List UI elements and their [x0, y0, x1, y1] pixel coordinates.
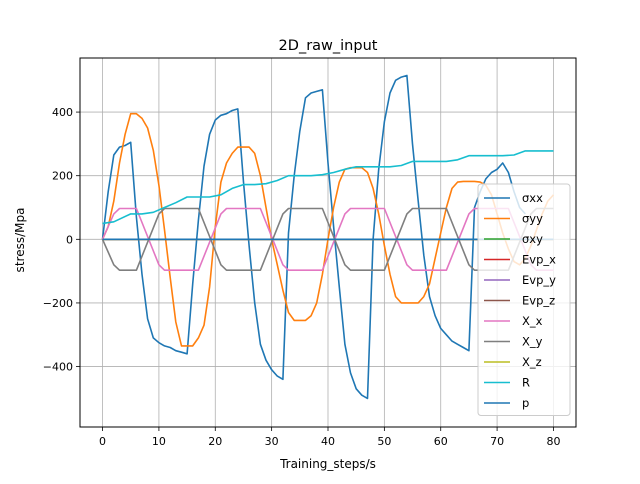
- x-axis-label: Training_steps/s: [279, 457, 376, 471]
- chart-title: 2D_raw_input: [279, 38, 378, 54]
- x-tick-label: 60: [434, 435, 448, 448]
- x-axis-ticks: 0 10 20 30 40 50 60 70 80: [99, 427, 560, 448]
- legend-box: [477, 183, 571, 416]
- y-tick-label: 400: [52, 106, 73, 119]
- series-line-9: [102, 150, 554, 225]
- y-tick-label: −200: [43, 297, 73, 310]
- y-axis-label: stress/Mpa: [13, 208, 27, 273]
- x-tick-label: 40: [321, 435, 335, 448]
- y-axis-ticks: −400 −200 0 200 400: [43, 106, 80, 374]
- legend-label: Evp_z: [522, 294, 555, 308]
- y-tick-label: 0: [66, 233, 73, 246]
- x-tick-label: 0: [99, 435, 106, 448]
- series-line-7: [101, 207, 554, 272]
- legend-label: σxy: [522, 232, 543, 246]
- legend-label: X_x: [522, 314, 543, 328]
- x-tick-label: 20: [208, 435, 222, 448]
- legend-label: X_z: [522, 355, 542, 369]
- legend-label: X_y: [522, 335, 543, 349]
- legend-label: σxx: [522, 191, 543, 205]
- x-tick-label: 10: [152, 435, 166, 448]
- legend-label: p: [522, 396, 529, 410]
- x-tick-label: 80: [546, 435, 560, 448]
- series-line-6: [101, 207, 554, 272]
- legend-label: Evp_y: [522, 273, 556, 287]
- legend-label: Evp_x: [522, 253, 556, 267]
- y-tick-label: 200: [52, 170, 73, 183]
- x-tick-label: 50: [377, 435, 391, 448]
- legend-label: R: [522, 376, 530, 390]
- legend-label: σyy: [522, 212, 543, 226]
- x-tick-label: 30: [265, 435, 279, 448]
- y-tick-label: −400: [43, 361, 73, 374]
- series-line-0: [101, 74, 526, 400]
- x-tick-label: 70: [490, 435, 504, 448]
- legend: σxx σyy σxy Evp_x Evp_y Evp_z X_x X_y X_z Rp: [477, 183, 571, 416]
